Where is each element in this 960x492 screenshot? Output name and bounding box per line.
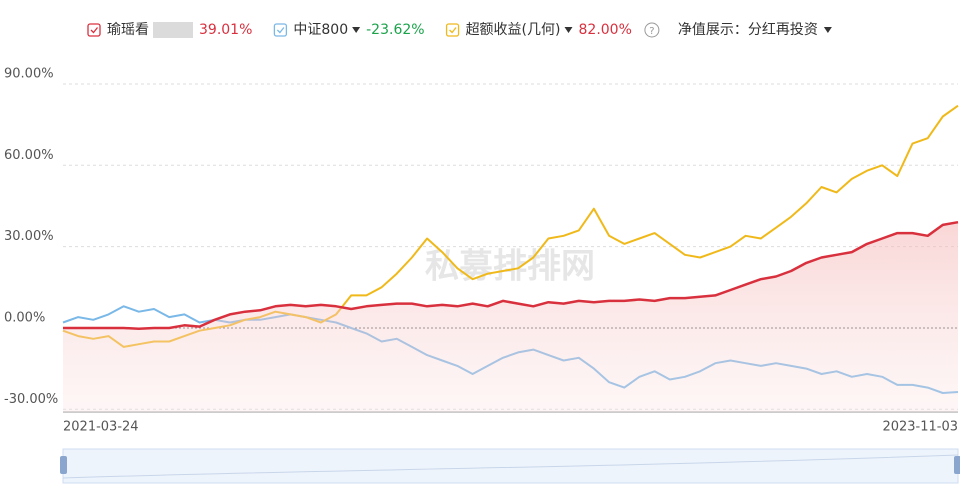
help-icon [644, 22, 660, 38]
blur [153, 22, 193, 38]
x-tick-label: 2023-11-03 [882, 420, 958, 435]
legend-checkbox[interactable] [445, 23, 460, 37]
help-mark: ? [649, 26, 654, 37]
dropdown-arrow [352, 27, 361, 33]
dropdown-arrow [564, 27, 573, 33]
legend-check [90, 27, 99, 34]
y-tick-label: 90.00% [4, 66, 54, 81]
legend-label: 超额收益(几何) [466, 22, 561, 38]
y-tick-label: 30.00% [4, 229, 54, 244]
y-tick-label: 60.00% [4, 148, 54, 163]
legend-checkbox[interactable] [87, 23, 101, 37]
y-tick-label: 0.00% [4, 310, 45, 325]
slider-preview [62, 454, 959, 479]
legend-label: 中证800 [293, 22, 348, 38]
watermark: 私募排排网 [425, 247, 595, 287]
legend-value: 39.01% [199, 22, 252, 38]
slider-handle[interactable] [60, 456, 67, 474]
legend-value: 82.00% [579, 22, 632, 38]
y-tick-label: -30.00% [4, 392, 58, 407]
legend-check [449, 27, 457, 34]
line [63, 220, 959, 331]
zoom-slider[interactable] [62, 448, 959, 484]
area [63, 222, 958, 412]
x-tick-label: 2021-03-24 [63, 420, 139, 435]
dropdown-arrow [823, 27, 832, 33]
legend-checkbox[interactable] [273, 23, 288, 37]
legend-check [276, 27, 285, 34]
legend-value: -23.62% [366, 22, 424, 38]
display-mode[interactable]: 净值展示：分红再投资 [678, 22, 818, 38]
slider-handle[interactable] [954, 456, 960, 474]
plot: -30.00% 0.00% 30.00% 60.00% 90.00% 2021-03-24… [4, 66, 959, 435]
legend: 瑜瑶看 39.01% 中证800 -23.62% 超额收益(几何) 82.00%? 净值展示… [87, 22, 832, 38]
legend-label: 瑜瑶看 [107, 22, 149, 38]
